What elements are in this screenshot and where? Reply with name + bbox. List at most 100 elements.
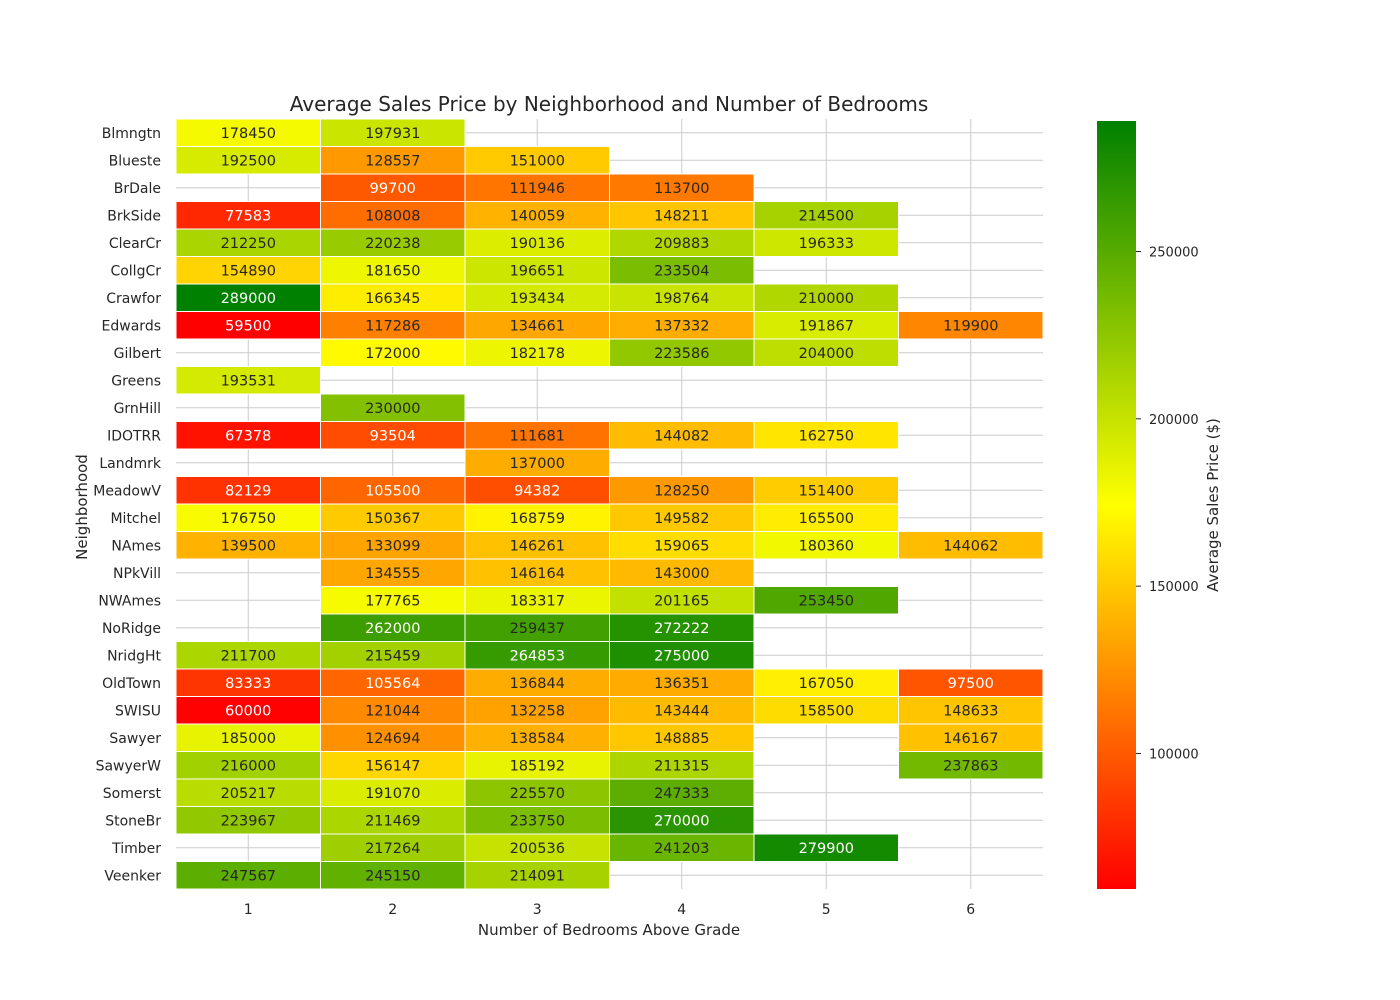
heatmap-cell bbox=[609, 338, 755, 367]
cell-value-label: 215459 bbox=[365, 648, 420, 664]
heatmap-cell bbox=[753, 833, 899, 862]
cell-value-label: 99700 bbox=[370, 181, 416, 197]
heatmap-cell bbox=[320, 338, 466, 367]
heatmap-cell bbox=[175, 146, 321, 175]
cell-value-label: 212250 bbox=[221, 236, 276, 252]
heatmap-cell bbox=[464, 146, 610, 175]
cell-value-label: 289000 bbox=[221, 291, 276, 307]
x-tick-label: 3 bbox=[533, 902, 542, 918]
cell-value-label: 225570 bbox=[510, 786, 565, 802]
colorbar bbox=[1097, 121, 1136, 889]
heatmap-cell bbox=[464, 586, 610, 615]
cell-value-label: 150367 bbox=[365, 511, 420, 527]
cell-value-label: 233504 bbox=[654, 263, 709, 279]
cell-value-label: 211315 bbox=[654, 758, 709, 774]
cell-value-label: 94382 bbox=[514, 483, 560, 499]
cell-value-label: 105564 bbox=[365, 676, 420, 692]
cell-value-label: 245150 bbox=[365, 868, 420, 884]
heatmap-cell bbox=[609, 696, 755, 725]
cell-value-label: 193434 bbox=[510, 291, 565, 307]
y-tick-label: BrDale bbox=[114, 181, 161, 197]
cell-value-label: 97500 bbox=[948, 676, 994, 692]
cell-value-label: 217264 bbox=[365, 841, 420, 857]
heatmap-cell bbox=[320, 861, 466, 890]
cell-value-label: 134661 bbox=[510, 318, 565, 334]
colorbar-tick-label: 200000 bbox=[1149, 413, 1199, 428]
heatmap-cell bbox=[175, 366, 321, 395]
cell-value-label: 154890 bbox=[221, 263, 276, 279]
heatmap-cell bbox=[464, 806, 610, 835]
chart-title: Average Sales Price by Neighborhood and … bbox=[290, 92, 929, 116]
cell-value-label: 183317 bbox=[510, 593, 565, 609]
cell-value-label: 144062 bbox=[943, 538, 998, 554]
cell-value-label: 181650 bbox=[365, 263, 420, 279]
y-axis-label: Neighborhood bbox=[73, 454, 91, 560]
y-tick-label: Sawyer bbox=[109, 731, 161, 747]
cell-value-label: 211469 bbox=[365, 813, 420, 829]
heatmap-cell bbox=[753, 586, 899, 615]
cell-value-label: 156147 bbox=[365, 758, 420, 774]
heatmap-cell bbox=[175, 806, 321, 835]
cell-value-label: 159065 bbox=[654, 538, 709, 554]
y-tick-label: Mitchel bbox=[110, 511, 161, 527]
y-tick-label: Edwards bbox=[102, 318, 161, 334]
cell-value-label: 143000 bbox=[654, 566, 709, 582]
heatmap-cell bbox=[175, 503, 321, 532]
heatmap-cell bbox=[898, 531, 1044, 560]
cell-value-label: 198764 bbox=[654, 291, 709, 307]
cell-value-label: 201165 bbox=[654, 593, 709, 609]
cell-value-label: 209883 bbox=[654, 236, 709, 252]
x-tick-label: 1 bbox=[244, 902, 253, 918]
cell-value-label: 279900 bbox=[799, 841, 854, 857]
colorbar-tick-label: 250000 bbox=[1149, 246, 1199, 261]
y-tick-label: MeadowV bbox=[93, 483, 161, 499]
y-tick-label: NWAmes bbox=[98, 593, 161, 609]
y-tick-label: Gilbert bbox=[114, 346, 162, 362]
heatmap-cell bbox=[464, 201, 610, 230]
heatmap-cells: 178450 197931 192500 128557 151000 99700 11194… bbox=[175, 118, 1044, 890]
heatmap-cell bbox=[464, 861, 610, 890]
heatmap-cell bbox=[609, 751, 755, 780]
heatmap-cell bbox=[320, 201, 466, 230]
cell-value-label: 200536 bbox=[510, 841, 565, 857]
y-tick-label: Landmrk bbox=[99, 456, 162, 472]
x-tick-labels: 1 2 3 4 5 6 bbox=[244, 902, 976, 918]
y-tick-label: Somerst bbox=[103, 786, 162, 802]
heatmap-cell bbox=[464, 503, 610, 532]
y-tick-label: NPkVill bbox=[113, 566, 161, 582]
heatmap-cell bbox=[464, 421, 610, 450]
y-tick-label: Blueste bbox=[109, 153, 161, 169]
heatmap-cell bbox=[753, 338, 899, 367]
cell-value-label: 192500 bbox=[221, 153, 276, 169]
cell-value-label: 241203 bbox=[654, 841, 709, 857]
heatmap-cell bbox=[609, 228, 755, 257]
cell-value-label: 146164 bbox=[510, 566, 565, 582]
heatmap-cell bbox=[464, 531, 610, 560]
cell-value-label: 237863 bbox=[943, 758, 998, 774]
y-tick-label: Timber bbox=[111, 841, 161, 857]
heatmap-cell bbox=[753, 696, 899, 725]
y-tick-label: NAmes bbox=[111, 538, 161, 554]
heatmap-cell bbox=[320, 118, 466, 147]
cell-value-label: 185000 bbox=[221, 731, 276, 747]
heatmap-cell bbox=[609, 778, 755, 807]
cell-value-label: 137332 bbox=[654, 318, 709, 334]
cell-value-label: 134555 bbox=[365, 566, 420, 582]
cell-value-label: 138584 bbox=[510, 731, 565, 747]
heatmap-cell bbox=[609, 586, 755, 615]
heatmap-cell bbox=[320, 613, 466, 642]
heatmap-cell bbox=[175, 668, 321, 697]
cell-value-label: 223586 bbox=[654, 346, 709, 362]
cell-value-label: 191070 bbox=[365, 786, 420, 802]
cell-value-label: 105500 bbox=[365, 483, 420, 499]
y-tick-label: StoneBr bbox=[105, 813, 161, 829]
cell-value-label: 272222 bbox=[654, 621, 709, 637]
cell-value-label: 191867 bbox=[799, 318, 854, 334]
cell-value-label: 139500 bbox=[221, 538, 276, 554]
heatmap-cell bbox=[609, 201, 755, 230]
cell-value-label: 77583 bbox=[225, 208, 271, 224]
cell-value-label: 176750 bbox=[221, 511, 276, 527]
cell-value-label: 210000 bbox=[799, 291, 854, 307]
heatmap-cell bbox=[609, 558, 755, 587]
heatmap-cell bbox=[898, 668, 1044, 697]
